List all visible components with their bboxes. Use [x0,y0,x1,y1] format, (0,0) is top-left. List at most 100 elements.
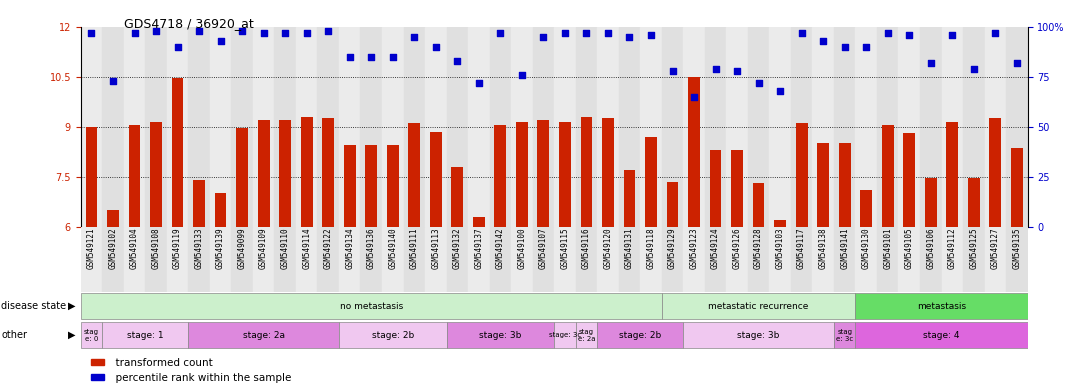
Bar [231,27,253,227]
Bar [662,293,855,319]
Text: metastasis: metastasis [917,302,966,311]
Bar [296,227,317,292]
Bar [560,122,571,227]
Text: GSM549129: GSM549129 [668,228,677,270]
Bar [877,27,898,227]
Bar [1011,148,1022,227]
Point [1008,60,1025,66]
Text: GSM549113: GSM549113 [431,228,440,270]
Bar [274,227,296,292]
Bar [167,227,188,292]
Point [664,68,681,74]
Text: GSM549135: GSM549135 [1013,228,1021,270]
Text: stage: 3c: stage: 3c [549,332,581,338]
Text: GSM549137: GSM549137 [475,228,483,270]
Bar [795,123,807,227]
Point [728,68,746,74]
Bar [533,227,554,292]
Bar [253,27,274,227]
Bar [726,27,748,227]
Bar [662,27,683,227]
Bar [769,227,791,292]
Text: GSM549134: GSM549134 [345,228,354,270]
Bar [511,27,533,227]
Bar [194,180,204,227]
Bar [898,27,920,227]
Bar [581,117,593,227]
Bar [710,150,722,227]
Bar [343,145,355,227]
Point [535,34,552,40]
Bar [490,27,511,227]
Point [621,34,638,40]
Bar [279,120,291,227]
Bar [748,227,769,292]
Bar [1006,27,1028,227]
Point [83,30,100,36]
Bar [468,227,490,292]
Bar [619,227,640,292]
Bar [732,150,742,227]
Text: GSM549140: GSM549140 [388,228,397,270]
Text: GSM549133: GSM549133 [195,228,203,270]
Bar [317,227,339,292]
Text: GSM549110: GSM549110 [281,228,289,270]
Bar [108,210,118,227]
Point [277,30,294,36]
Text: GSM549105: GSM549105 [905,228,914,270]
Bar [404,27,425,227]
Bar [963,227,985,292]
Bar [323,118,334,227]
Bar [942,27,963,227]
Text: GSM549120: GSM549120 [604,228,612,270]
Text: transformed count: transformed count [109,358,212,368]
Point [901,32,918,38]
Text: GSM549132: GSM549132 [453,228,462,270]
Bar [667,182,679,227]
Text: stage: 3b: stage: 3b [479,331,522,339]
Bar [834,322,855,348]
Bar [920,27,942,227]
Bar [920,227,942,292]
Bar [576,27,597,227]
Bar [300,117,312,227]
Bar [726,227,748,292]
Bar [791,227,812,292]
Text: GSM549108: GSM549108 [152,228,160,270]
Point [944,32,961,38]
Bar [877,227,898,292]
Point [987,30,1004,36]
Bar [511,227,533,292]
Bar [102,227,124,292]
Bar [253,227,274,292]
Text: GDS4718 / 36920_at: GDS4718 / 36920_at [124,17,254,30]
Bar [855,293,1028,319]
Bar [495,125,507,227]
Text: stage: 3b: stage: 3b [737,331,780,339]
Bar [382,227,404,292]
Bar [150,122,161,227]
Point [771,88,789,94]
Point [147,28,165,34]
Bar [360,27,382,227]
Bar [985,227,1006,292]
Text: GSM549136: GSM549136 [367,228,376,270]
Text: GSM549099: GSM549099 [238,228,246,270]
Bar [490,227,511,292]
Bar [537,120,549,227]
Point [922,60,939,66]
Bar [947,122,958,227]
Point [298,30,315,36]
Bar [662,227,683,292]
Point [879,30,896,36]
Bar [425,227,447,292]
Text: GSM549130: GSM549130 [862,228,870,270]
Bar [791,27,812,227]
Text: GSM549127: GSM549127 [991,228,1000,270]
Bar [834,227,855,292]
Bar [963,27,985,227]
Bar [366,145,378,227]
Bar [882,125,893,227]
Point [406,34,423,40]
Bar [447,227,468,292]
